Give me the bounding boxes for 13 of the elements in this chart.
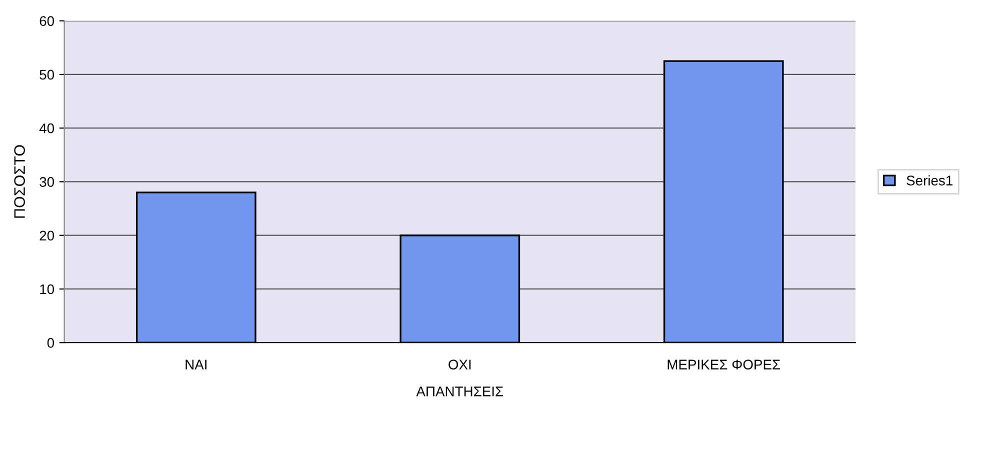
legend-label: Series1 <box>906 175 952 186</box>
y-axis-title: ΠΟΣΟΣΤΟ <box>14 145 25 218</box>
y-tick-label: 50 <box>40 70 54 80</box>
y-tick-label: 40 <box>39 123 54 134</box>
y-tick-label: 0 <box>47 338 54 348</box>
x-tick-label: ΟΧΙ <box>448 360 471 370</box>
y-tick-label: 20 <box>40 230 54 241</box>
y-tick-label: 60 <box>40 16 54 26</box>
x-tick-label: ΜΕΡΙΚΕΣ ΦΟΡΕΣ <box>668 360 780 370</box>
y-tick-label: 30 <box>40 177 54 187</box>
x-axis-title: ΑΠΑΝΤΗΣΕΙΣ <box>416 386 504 396</box>
y-tick-label: 10 <box>40 284 54 294</box>
x-tick-label: ΝΑΙ <box>186 360 206 370</box>
